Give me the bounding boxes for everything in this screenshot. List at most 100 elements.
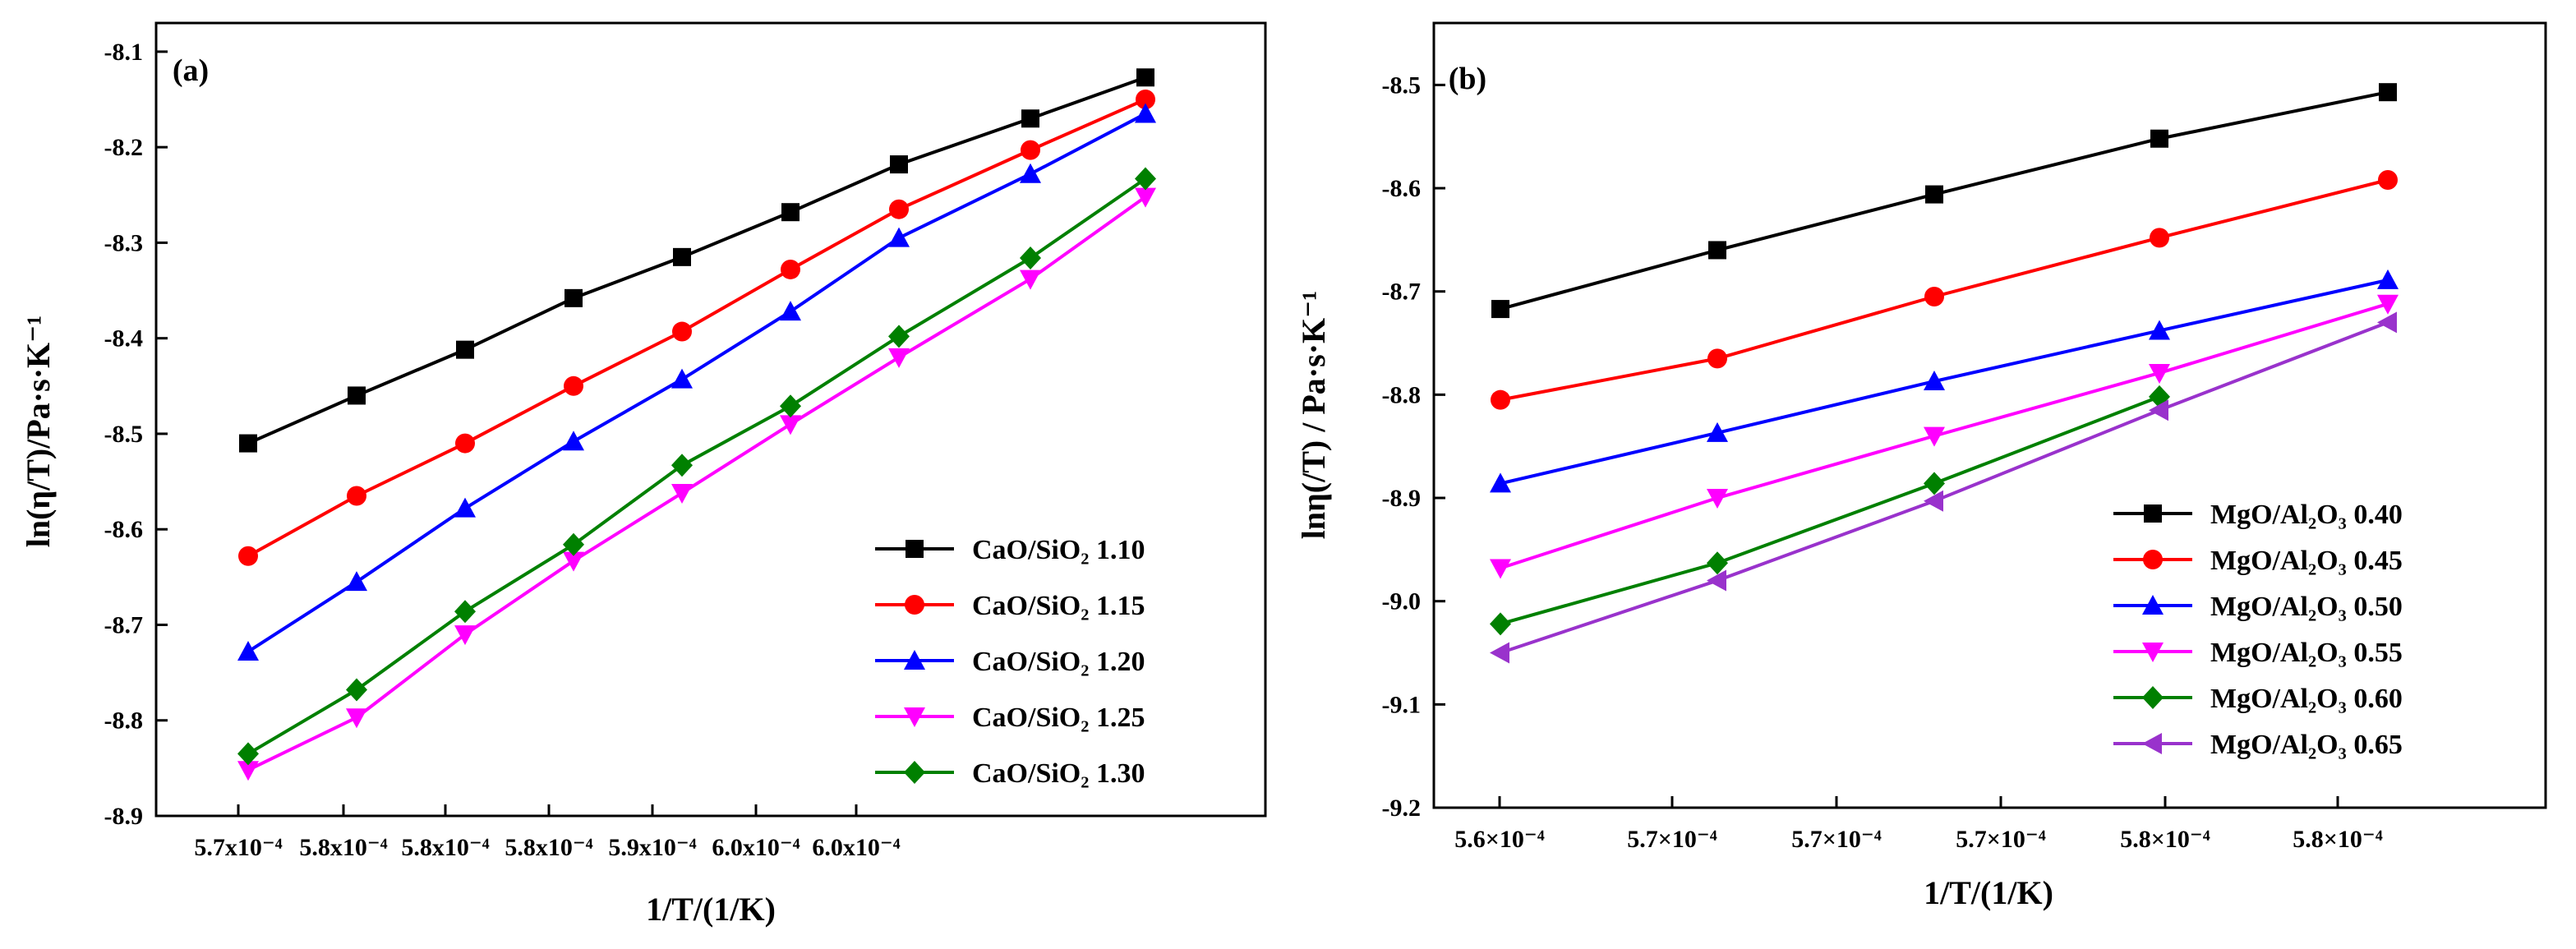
data-point xyxy=(1707,569,1726,592)
data-point xyxy=(454,497,476,518)
data-point xyxy=(2150,228,2169,248)
x-tick-label: 5.7×10⁻⁴ xyxy=(1627,826,1717,853)
data-point xyxy=(1020,163,1041,183)
data-point xyxy=(671,454,693,477)
legend-label: CaO/SiO₂ 1.15 xyxy=(972,591,1145,621)
x-tick-label: 5.6×10⁻⁴ xyxy=(1454,826,1544,853)
data-point xyxy=(1924,286,1944,306)
x-tick-label: 6.0x10⁻⁴ xyxy=(812,834,900,861)
x-tick-label: 5.8x10⁻⁴ xyxy=(505,834,592,861)
legend-marker xyxy=(2142,733,2162,754)
data-point xyxy=(1491,300,1509,319)
series-line xyxy=(1500,278,2389,486)
y-axis-title: ln(η/T)/Pa·s·K⁻¹ xyxy=(20,316,57,548)
data-point xyxy=(563,532,584,556)
y-tick-label: -8.4 xyxy=(104,325,144,352)
y-tick-label: -8.3 xyxy=(104,229,144,256)
data-point xyxy=(1020,269,1041,290)
panel-label: (a) xyxy=(173,53,209,88)
legend-marker xyxy=(2142,643,2164,662)
legend-label: CaO/SiO₂ 1.30 xyxy=(972,758,1145,789)
y-tick-label: -8.8 xyxy=(1382,381,1422,408)
data-point xyxy=(2150,129,2168,148)
legend-marker xyxy=(2143,550,2163,569)
y-tick-label: -8.7 xyxy=(1382,279,1422,306)
legend-label: MgO/Al₂O₃ 0.45 xyxy=(2210,546,2403,576)
legend-label: CaO/SiO₂ 1.25 xyxy=(972,703,1145,733)
data-point xyxy=(456,340,474,359)
data-point xyxy=(780,415,801,435)
plot-frame xyxy=(1432,21,2547,809)
data-point xyxy=(1924,472,1945,495)
data-point xyxy=(1490,642,1509,664)
legend-label: MgO/Al₂O₃ 0.65 xyxy=(2210,730,2403,760)
x-tick-label: 5.8x10⁻⁴ xyxy=(299,834,387,861)
x-axis-title: 1/T/(1/K) xyxy=(646,891,776,928)
y-tick-label: -8.6 xyxy=(104,516,144,543)
y-axis-title: lnη(/T) / Pa·s·K⁻¹ xyxy=(1295,291,1332,540)
y-tick-label: -8.9 xyxy=(104,803,144,830)
data-point xyxy=(780,301,801,321)
data-point xyxy=(781,259,800,279)
x-tick-label: 5.8x10⁻⁴ xyxy=(401,834,489,861)
data-point xyxy=(890,155,908,174)
data-point xyxy=(455,433,475,454)
y-tick-label: -8.9 xyxy=(1382,485,1422,512)
x-tick-label: 5.7x10⁻⁴ xyxy=(194,834,282,861)
data-point xyxy=(671,484,693,504)
series-line xyxy=(1500,90,2389,311)
x-tick-label: 5.7×10⁻⁴ xyxy=(1956,826,2045,853)
data-point xyxy=(1925,185,1943,204)
legend-label: MgO/Al₂O₃ 0.40 xyxy=(2210,500,2403,530)
data-point xyxy=(888,348,910,368)
panel-a: -8.1 -8.2 -8.3 -8.4 -8.5 -8.6 -8.7 -8.8 -8.9 5.7x… xyxy=(20,21,1267,928)
legend-marker xyxy=(2142,686,2164,709)
data-point xyxy=(1924,490,1943,512)
legend-label: MgO/Al₂O₃ 0.50 xyxy=(2210,592,2403,622)
data-point xyxy=(1490,559,1511,579)
data-point xyxy=(673,247,691,266)
y-tick-label: -8.2 xyxy=(104,134,144,161)
legend-label: MgO/Al₂O₃ 0.55 xyxy=(2210,638,2403,668)
series-line xyxy=(247,98,1146,558)
data-point xyxy=(1924,371,1945,391)
y-tick-label: -9.0 xyxy=(1382,588,1422,615)
y-tick-label: -9.1 xyxy=(1382,691,1422,718)
panel-b: -8.5 -8.6 -8.7 -8.8 -8.9 -9.0 -9.1 -9.2 5.6×10⁻⁴… xyxy=(1295,21,2547,911)
data-point xyxy=(1707,489,1728,509)
y-tick-label: -8.5 xyxy=(104,421,144,448)
data-point xyxy=(2149,320,2170,340)
x-tick-label: 6.0x10⁻⁴ xyxy=(712,834,800,861)
data-point xyxy=(889,199,909,219)
data-point xyxy=(2149,399,2168,422)
data-point xyxy=(780,394,801,418)
data-point xyxy=(1490,472,1511,493)
data-point xyxy=(1490,612,1511,636)
data-point xyxy=(237,742,259,766)
data-point xyxy=(2377,294,2399,315)
data-point xyxy=(1021,109,1039,128)
plot-frame xyxy=(154,21,1267,818)
data-point xyxy=(1021,140,1040,160)
data-point xyxy=(888,325,910,348)
x-tick-label: 5.8×10⁻⁴ xyxy=(2120,826,2210,853)
data-point xyxy=(238,546,258,566)
legend-marker xyxy=(904,707,925,727)
data-point xyxy=(1707,422,1728,442)
y-tick-label: -8.5 xyxy=(1382,71,1422,99)
data-point xyxy=(1020,246,1041,270)
data-point xyxy=(2379,83,2397,102)
panel-label: (b) xyxy=(1449,62,1486,96)
x-axis-title: 1/T/(1/K) xyxy=(1924,874,2053,911)
data-point xyxy=(2378,170,2398,190)
data-point xyxy=(672,321,692,342)
series-line xyxy=(1500,395,2160,626)
data-point xyxy=(454,600,476,624)
data-point xyxy=(1924,426,1945,447)
series-line xyxy=(247,76,1146,445)
legend-marker xyxy=(904,650,925,670)
data-point xyxy=(1707,348,1727,369)
data-point xyxy=(454,625,476,646)
data-point xyxy=(237,641,259,661)
data-point xyxy=(346,678,367,702)
